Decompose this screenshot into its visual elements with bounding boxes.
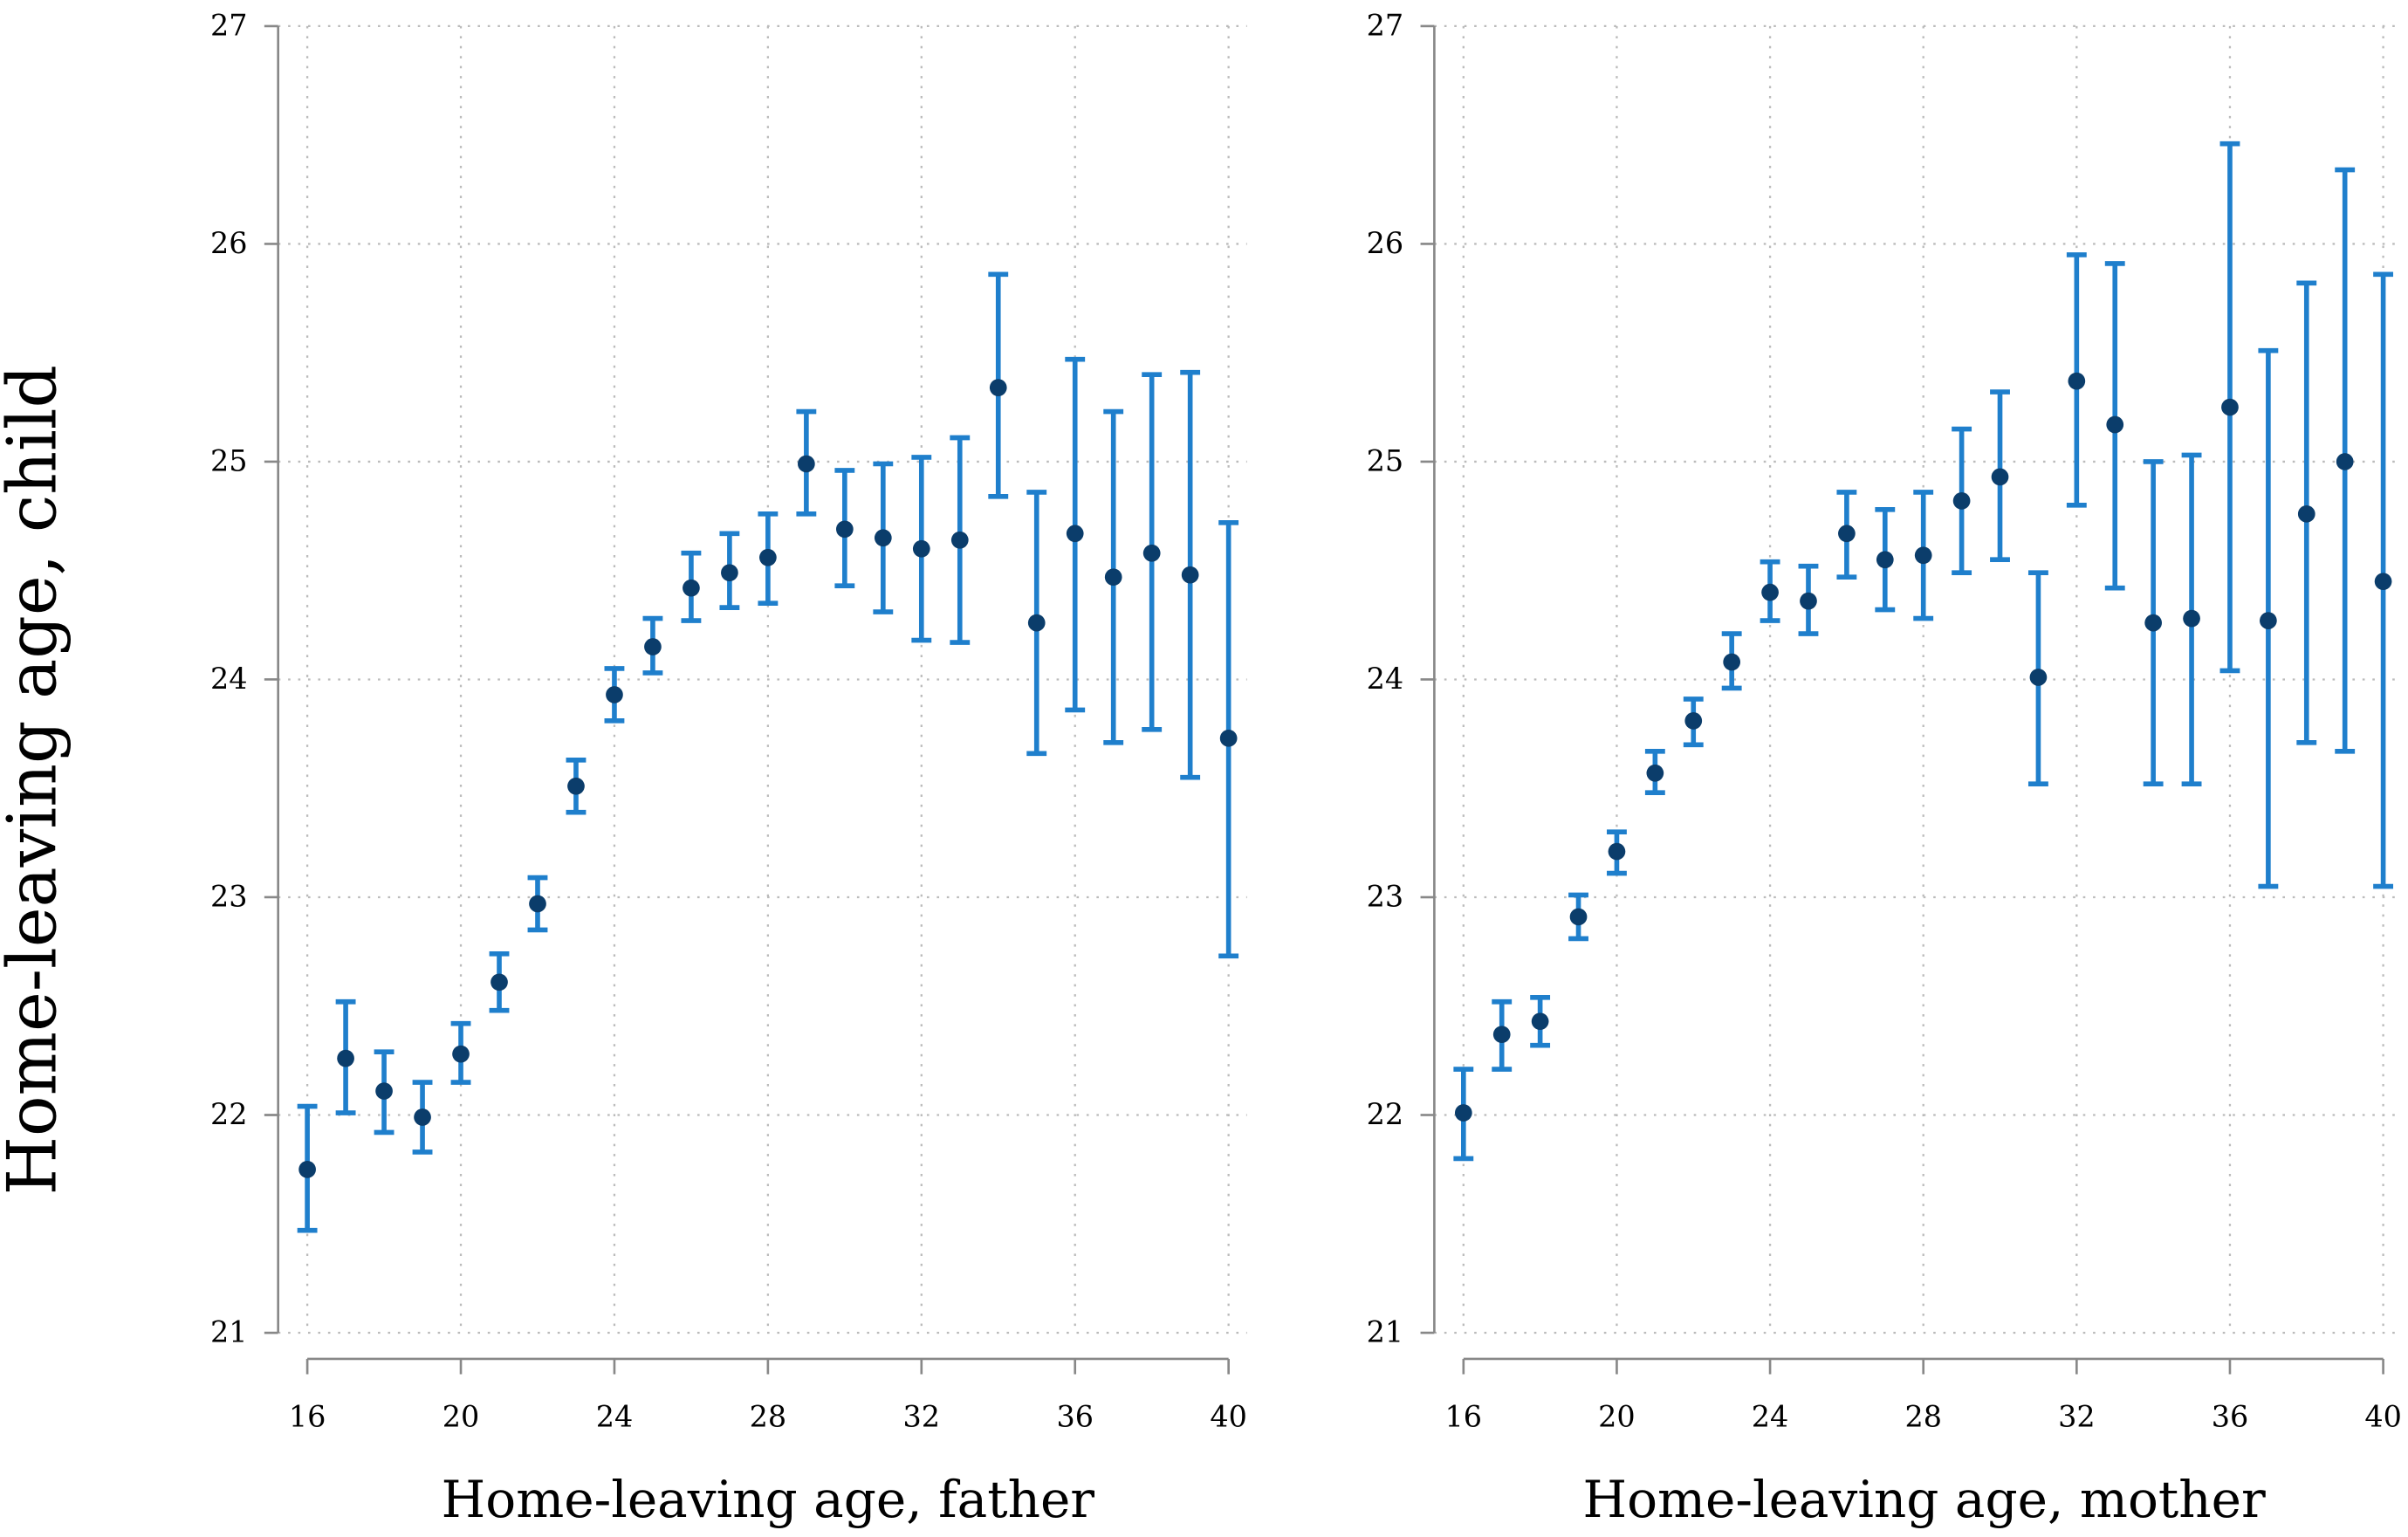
data-point (375, 1082, 393, 1100)
x-axis-label-father: Home-leaving age, father (442, 1470, 1095, 1529)
x-tick-label: 16 (1445, 1399, 1483, 1433)
y-tick-label: 23 (1367, 880, 1404, 914)
data-point (1684, 712, 1703, 730)
data-point (452, 1045, 470, 1063)
data-point (298, 1161, 316, 1178)
y-tick-label: 26 (1367, 226, 1404, 260)
data-point (414, 1108, 431, 1126)
data-point (1876, 551, 1894, 569)
data-point (2144, 614, 2163, 632)
x-tick-label: 36 (2212, 1399, 2249, 1433)
x-tick-label: 28 (1904, 1399, 1942, 1433)
y-tick-label: 25 (210, 444, 248, 478)
data-point (2374, 573, 2392, 591)
data-point (1800, 592, 1817, 610)
data-point (1104, 568, 1122, 587)
data-point (1838, 525, 1856, 543)
y-tick-label: 25 (1367, 444, 1404, 478)
y-tick-label: 24 (210, 662, 248, 696)
y-tick-label: 22 (1367, 1097, 1404, 1131)
y-tick-label: 23 (210, 880, 248, 914)
data-point (989, 379, 1007, 396)
data-point (1492, 1026, 1511, 1044)
data-point (529, 895, 546, 913)
data-point (1761, 583, 1779, 601)
data-point (759, 548, 777, 566)
x-tick-label: 36 (1056, 1399, 1094, 1433)
y-tick-label: 27 (1367, 8, 1404, 42)
panel-1: 21 22 23 24 25 26 27 16 20 24 28 32 36 40 (210, 8, 1247, 1433)
data-point (1991, 468, 2009, 486)
data-point (2221, 398, 2239, 416)
y-axis-label: Home-leaving age, child (0, 365, 72, 1195)
x-axis-label-mother: Home-leaving age, mother (1582, 1470, 2266, 1529)
y-tick-label: 21 (210, 1315, 248, 1349)
x-tick-label: 40 (1210, 1399, 1247, 1433)
x-tick-label: 24 (1752, 1399, 1789, 1433)
data-point (1608, 842, 1626, 861)
data-point (1646, 764, 1664, 782)
x-tick-label: 24 (596, 1399, 634, 1433)
data-point (1142, 544, 1161, 562)
data-point (912, 539, 930, 558)
data-point (2068, 372, 2086, 390)
y-tick-label: 26 (210, 226, 248, 260)
x-tick-label: 40 (2364, 1399, 2402, 1433)
y-tick-label: 24 (1367, 662, 1404, 696)
x-tick-label: 32 (903, 1399, 941, 1433)
data-point (644, 638, 662, 655)
data-point (1531, 1012, 1549, 1031)
data-point (1454, 1104, 1472, 1122)
data-point (835, 520, 854, 539)
data-point (683, 579, 700, 597)
data-point (2106, 415, 2124, 434)
data-point (1066, 525, 1084, 543)
data-point (1219, 729, 1238, 747)
data-point (606, 686, 623, 703)
data-point (950, 531, 969, 549)
data-point (567, 777, 585, 795)
data-point (798, 455, 815, 473)
y-tick-label: 27 (210, 8, 248, 42)
data-point (2297, 504, 2315, 523)
data-point (1181, 566, 1199, 584)
x-tick-label: 32 (2058, 1399, 2096, 1433)
data-point (337, 1049, 354, 1067)
y-tick-label: 21 (1367, 1315, 1404, 1349)
panel-2: 21 22 23 24 25 26 27 16 20 24 28 32 36 40 (1367, 8, 2402, 1433)
data-point (1723, 653, 1741, 671)
data-point (491, 973, 508, 992)
data-point (1914, 546, 1932, 565)
data-point (721, 564, 738, 582)
x-tick-label: 28 (750, 1399, 787, 1433)
data-point (874, 529, 892, 547)
data-point (2260, 612, 2277, 629)
x-tick-label: 16 (289, 1399, 326, 1433)
data-point (1952, 492, 1971, 510)
data-point (2029, 669, 2048, 686)
data-point (2183, 609, 2200, 628)
y-tick-label: 22 (210, 1097, 248, 1131)
data-point (1569, 908, 1588, 926)
data-point (1027, 614, 1046, 632)
x-tick-label: 20 (1598, 1399, 1636, 1433)
x-tick-label: 20 (442, 1399, 480, 1433)
data-point (2336, 453, 2354, 470)
